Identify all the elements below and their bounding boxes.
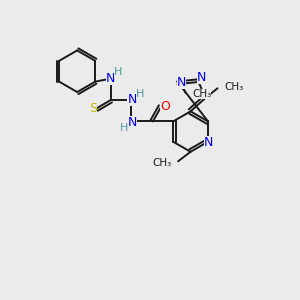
Text: H: H: [120, 123, 128, 133]
Text: CH₃: CH₃: [192, 89, 212, 99]
Text: H: H: [136, 88, 145, 98]
Text: N: N: [177, 76, 186, 89]
Text: CH₃: CH₃: [224, 82, 243, 92]
Text: N: N: [128, 116, 137, 129]
Text: H: H: [114, 67, 122, 77]
Text: N: N: [106, 72, 115, 85]
Text: CH₃: CH₃: [152, 158, 172, 168]
Text: O: O: [160, 100, 170, 113]
Text: S: S: [89, 102, 97, 115]
Text: N: N: [197, 71, 206, 84]
Text: N: N: [204, 136, 213, 149]
Text: N: N: [128, 93, 137, 106]
